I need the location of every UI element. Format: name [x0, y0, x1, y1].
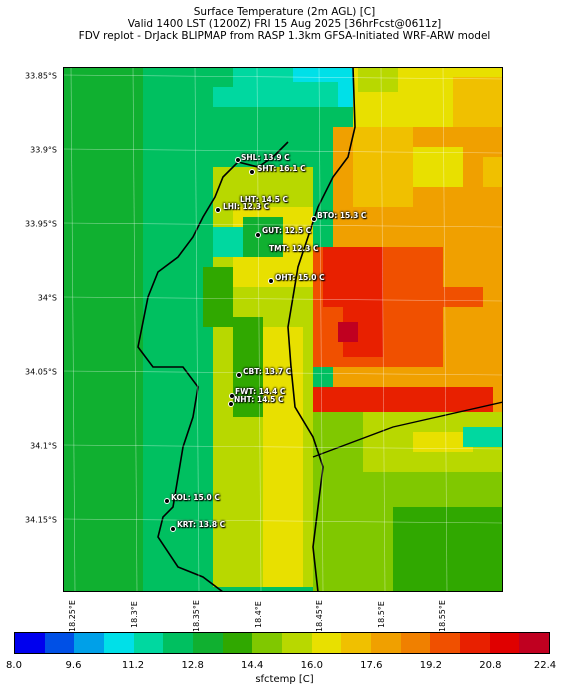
lon-label: 18.5°E [377, 601, 386, 628]
station-marker [235, 157, 241, 163]
station-label-fwt: FWT: 14.4 C [235, 387, 286, 396]
colorbar-segment [311, 633, 342, 653]
station-label-shl: SHL: 13.9 C [241, 153, 290, 162]
lat-label: 33.85°S [25, 71, 57, 81]
colorbar-tick: 22.4 [533, 660, 557, 671]
colorbar-segment [489, 633, 520, 653]
station-marker [164, 498, 170, 504]
colorbar [14, 632, 550, 654]
title-line-2: Valid 1400 LST (1200Z) FRI 15 Aug 2025 [… [127, 18, 442, 30]
lat-label: 33.95°S [25, 219, 57, 229]
colorbar-tick: 12.8 [181, 660, 204, 671]
colorbar-segment [193, 633, 223, 653]
colorbar-segment [341, 633, 372, 653]
station-marker [255, 232, 261, 238]
colorbar-segment [371, 633, 401, 653]
colorbar-tick: 19.2 [419, 660, 443, 671]
station-label-nht: NHT: 14.5 C [234, 395, 284, 404]
station-label-cbt: CBT: 13.7 C [243, 367, 292, 376]
station-label-tmt: TMT: 12.3 C [269, 244, 319, 253]
station-marker [170, 526, 176, 532]
colorbar-segment [74, 633, 105, 653]
title-line-3: FDV replot - DrJack BLIPMAP from RASP 1.… [78, 30, 491, 42]
colorbar-segment [430, 633, 461, 653]
colorbar-tick: 14.4 [241, 660, 264, 671]
station-label-krt: KRT: 13.8 C [177, 520, 226, 529]
lat-label: 34.15°S [25, 515, 57, 525]
station-label-gut: GUT: 12.5 C [262, 226, 312, 235]
colorbar-tick: 11.2 [121, 660, 145, 671]
station-marker [236, 372, 242, 378]
colorbar-tick: 9.6 [65, 660, 82, 671]
station-marker [229, 393, 235, 399]
map-field [63, 67, 503, 592]
colorbar-segment [460, 633, 490, 653]
colorbar-tick: 16.0 [300, 660, 323, 671]
colorbar-tick: 20.8 [479, 660, 502, 671]
lat-label: 34.05°S [25, 367, 57, 377]
temperature-map[interactable]: SHL: 13.9 C SHT: 16.1 C LHT: 14.5 C LHI:… [63, 67, 503, 592]
station-marker [249, 169, 255, 175]
colorbar-segment [104, 633, 134, 653]
colorbar-segment [44, 633, 75, 653]
lon-label: 18.55°E [438, 600, 447, 632]
colorbar-segment [133, 633, 164, 653]
lat-label: 34°S [37, 293, 57, 303]
lon-label: 18.35°E [192, 600, 201, 632]
station-label-bto: BTO: 15.3 C [317, 211, 367, 220]
station-marker [215, 207, 221, 213]
lat-label: 33.9°S [30, 145, 57, 155]
station-marker [228, 401, 234, 407]
station-label-oht: OHT: 15.0 C [275, 273, 325, 282]
colorbar-segment [15, 633, 45, 653]
station-label-lhi: LHI: 12.3 C [223, 202, 270, 211]
station-label-lht: LHT: 14.5 C [240, 195, 288, 204]
colorbar-segment [222, 633, 253, 653]
colorbar-segment [163, 633, 194, 653]
colorbar-tick: 8.0 [6, 660, 22, 671]
colorbar-segment [400, 633, 431, 653]
colorbar-segment [282, 633, 312, 653]
lon-label: 18.3°E [130, 601, 139, 628]
station-label-sht: SHT: 16.1 C [257, 164, 306, 173]
lat-label: 34.1°S [30, 441, 57, 451]
station-marker [311, 216, 317, 222]
title-line-1: Surface Temperature (2m AGL) [C] [193, 6, 376, 18]
station-label-kol: KOL: 15.0 C [171, 493, 220, 502]
lon-label: 18.45°E [315, 600, 324, 632]
lon-label: 18.25°E [68, 600, 77, 632]
colorbar-segment [519, 633, 550, 653]
lon-label: 18.4°E [254, 601, 263, 628]
colorbar-tick: 17.6 [360, 660, 383, 671]
colorbar-label: sfctemp [C] [255, 674, 314, 685]
station-marker [268, 278, 274, 284]
colorbar-segment [252, 633, 283, 653]
